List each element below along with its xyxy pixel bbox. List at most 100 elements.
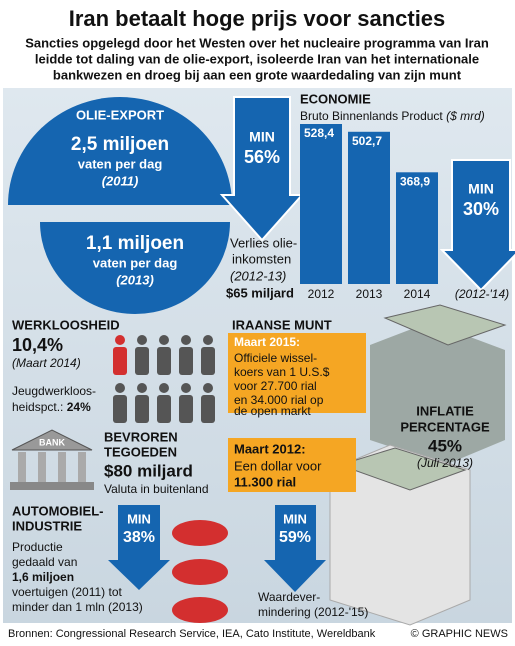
- oil-before-year: (2011): [102, 173, 139, 188]
- youth: Jeugdwerkloos-: [12, 384, 96, 398]
- value-label: 368,9: [400, 174, 430, 188]
- assets-label: TEGOEDEN: [104, 444, 177, 459]
- oil-before: 2,5 miljoen: [71, 134, 169, 155]
- x-tick-label: 2012: [308, 287, 335, 301]
- person-head: [115, 383, 125, 393]
- bank-roof: [11, 429, 93, 451]
- unemployment-label: WERKLOOSHEID: [12, 317, 120, 332]
- unemployment-value: 10,4%: [12, 335, 63, 355]
- column: [78, 452, 86, 482]
- subtitle: Sancties opgelegd door het Westen over h…: [25, 35, 489, 50]
- banknote: [338, 447, 467, 491]
- oil-arrow-value: 56%: [244, 147, 280, 167]
- oil-after-unit: vaten per dag: [93, 255, 178, 270]
- inflation-label: INFLATIE: [416, 403, 474, 418]
- value-label: 528,4: [304, 126, 334, 140]
- car: [172, 597, 228, 623]
- oil-after: 1,1 miljoen: [86, 233, 184, 254]
- oil-loss: Verlies olie-: [230, 235, 297, 250]
- person-head: [181, 383, 191, 393]
- oil-arrow: [219, 96, 305, 242]
- title: Iran betaalt hoge prijs voor sancties: [69, 6, 446, 31]
- credit: © GRAPHIC NEWS: [411, 628, 508, 640]
- devaluation-text: mindering (2012-'15): [258, 605, 368, 619]
- oil-loss: inkomsten: [232, 251, 291, 266]
- economy-period: (2012-'14): [455, 287, 509, 301]
- box-text: koers van 1 U.S.$: [234, 365, 330, 379]
- box-date: Maart 2012:: [234, 441, 306, 456]
- subtitle: leidde tot daling van de olie-export, is…: [35, 51, 479, 66]
- box-text: de open markt: [234, 404, 311, 418]
- box-text: en 34.000 rial op: [234, 393, 324, 407]
- sources: Bronnen: Congressional Research Service,…: [8, 628, 376, 640]
- assets-label: BEVROREN: [104, 429, 178, 444]
- inflation-date: (Juli 2013): [417, 456, 473, 470]
- currency-label: IRAANSE MUNT: [232, 317, 332, 332]
- oil-arrow-label: MIN: [249, 129, 275, 145]
- devaluation-arrow-label: MIN: [283, 511, 307, 526]
- oil-after-shape: [40, 222, 230, 314]
- person-body: [113, 395, 127, 423]
- person-head: [137, 335, 147, 345]
- banknote: [383, 304, 507, 346]
- person-head: [203, 383, 213, 393]
- auto-text: voertuigen (2011) tot: [12, 585, 123, 599]
- bank-icon: BANK: [39, 437, 65, 447]
- oil-label: OLIE-EXPORT: [76, 107, 164, 122]
- auto-arrow-value: 38%: [123, 529, 155, 546]
- box-text: voor 27.700 rial: [234, 379, 317, 393]
- assets-value: $80 miljard: [104, 461, 193, 480]
- economy-arrow-value: 30%: [463, 199, 499, 219]
- assets-note: Valuta in buitenland: [104, 482, 209, 496]
- oil-loss-period: (2012-13): [230, 268, 286, 283]
- devaluation-text: Waardever-: [258, 590, 320, 604]
- auto-text: minder dan 1 mln (2013): [12, 600, 143, 614]
- notes-stack: [329, 444, 471, 626]
- auto-text: Productie: [12, 540, 63, 554]
- auto-arrow: [108, 505, 170, 590]
- subtitle: bankwezen en droeg bij aan een grote waa…: [53, 67, 462, 82]
- person-body: [201, 347, 215, 375]
- box-text: Officiele wissel-: [234, 351, 317, 365]
- bar: [348, 131, 390, 284]
- value-label: 502,7: [352, 134, 382, 148]
- person-head: [159, 335, 169, 345]
- bar: [300, 124, 342, 284]
- person-head: [159, 383, 169, 393]
- person-body: [157, 347, 171, 375]
- economy-title: ECONOMIE: [300, 91, 371, 106]
- economy-arrow-label: MIN: [468, 181, 494, 197]
- cars: [172, 520, 228, 623]
- person-head: [181, 335, 191, 345]
- auto-text: 1,6 miljoen: [12, 570, 74, 584]
- person-head: [203, 335, 213, 345]
- auto-arrow-label: MIN: [127, 511, 151, 526]
- oil-before-unit: vaten per dag: [78, 156, 163, 171]
- person-body: [113, 347, 127, 375]
- person-body: [135, 395, 149, 423]
- column: [58, 452, 66, 482]
- person-body: [201, 395, 215, 423]
- currency-box: [228, 333, 366, 413]
- person-head: [137, 383, 147, 393]
- inflation-label: PERCENTAGE: [400, 419, 490, 434]
- bar: [396, 172, 438, 284]
- auto-text: gedaald van: [12, 555, 77, 569]
- x-tick-label: 2014: [404, 287, 431, 301]
- person-body: [179, 347, 193, 375]
- devaluation-arrow-value: 59%: [279, 529, 311, 546]
- person-body: [179, 395, 193, 423]
- youth: heidspct.: 24%: [12, 400, 91, 414]
- oil-before-shape: [8, 97, 232, 205]
- column: [38, 452, 46, 482]
- bars: 528,4 2012 502,7 2013 368,9 2014: [300, 124, 438, 301]
- economy-arrow: [439, 159, 515, 292]
- economy-subtitle: Bruto Binnenlands Product ($ mrd): [300, 109, 485, 123]
- notes-stack: [370, 322, 505, 465]
- x-tick-label: 2013: [356, 287, 383, 301]
- box-text: 11.300 rial: [234, 474, 296, 489]
- devaluation-arrow: [264, 505, 326, 592]
- auto-label: INDUSTRIE: [12, 518, 82, 533]
- box-date: Maart 2015:: [234, 335, 300, 349]
